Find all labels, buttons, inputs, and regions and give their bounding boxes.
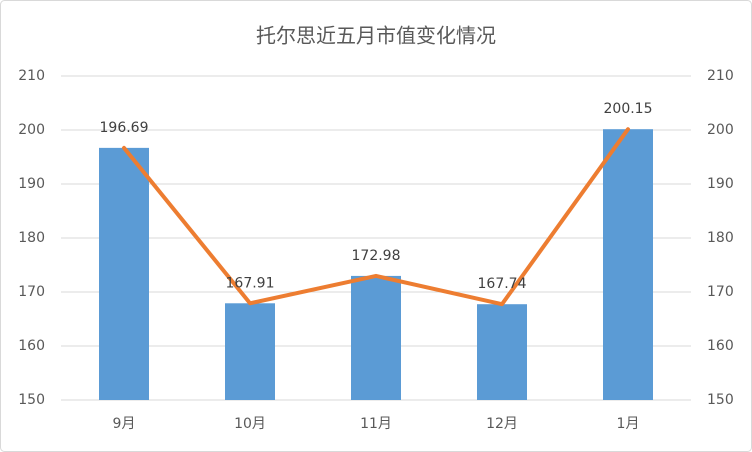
line <box>122 127 630 307</box>
y-tick-label: 160 <box>18 338 45 354</box>
y-tick-label: 180 <box>18 230 45 246</box>
y-tick-label: 200 <box>18 122 45 138</box>
data-label: 167.91 <box>226 275 275 291</box>
y-tick-label: 150 <box>18 392 45 408</box>
bar <box>477 304 527 400</box>
bar <box>99 147 149 400</box>
x-tick-label: 1月 <box>617 416 640 432</box>
bar <box>225 303 275 400</box>
chart-title: 托尔思近五月市值变化情况 <box>256 24 496 48</box>
y2-tick-label: 160 <box>707 338 734 354</box>
data-label: 167.74 <box>478 276 527 292</box>
data-label: 200.15 <box>604 101 653 117</box>
bar <box>351 275 401 400</box>
x-tick-label: 9月 <box>113 416 136 432</box>
bar <box>603 129 653 400</box>
y-tick-label: 190 <box>18 176 45 192</box>
data-label: 172.98 <box>352 248 401 264</box>
y2-tick-label: 150 <box>707 392 734 408</box>
y2-tick-label: 210 <box>707 68 734 84</box>
y2-tick-label: 200 <box>707 122 734 138</box>
data-label: 196.69 <box>100 120 149 136</box>
y2-tick-label: 180 <box>707 230 734 246</box>
y2-tick-label: 190 <box>707 176 734 192</box>
y2-tick-label: 170 <box>707 284 734 300</box>
x-tick-label: 10月 <box>234 416 266 432</box>
y-tick-label: 170 <box>18 284 45 300</box>
x-tick-label: 12月 <box>486 416 518 432</box>
y-tick-label: 210 <box>18 68 45 84</box>
x-tick-label: 11月 <box>360 416 392 432</box>
